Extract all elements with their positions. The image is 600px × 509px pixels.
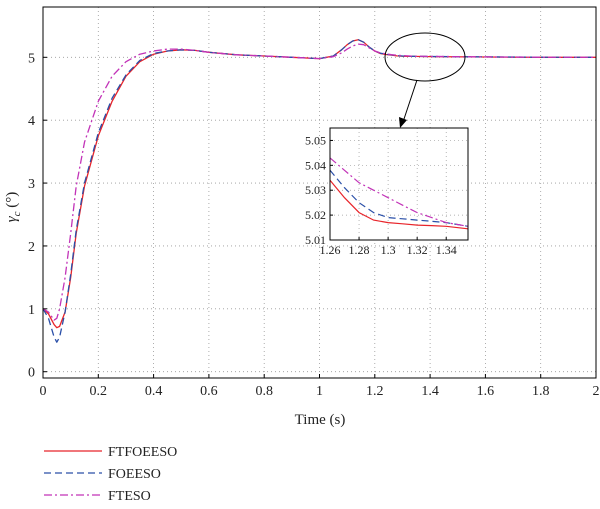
inset-series — [329, 157, 469, 230]
inset-series-line-fteso — [329, 157, 469, 227]
inset-background — [330, 128, 468, 240]
inset-y-tick-label: 5.05 — [305, 133, 326, 147]
inset-series-line-ftfoeeso — [329, 179, 469, 230]
x-tick-label: 0.2 — [90, 384, 108, 399]
inset-y-tick-label: 5.04 — [305, 158, 326, 172]
inset-y-tick-label: 5.03 — [305, 183, 326, 197]
zoom-arrow — [402, 79, 418, 123]
x-tick-label: 1.6 — [477, 384, 495, 399]
y-tick-label: 0 — [28, 366, 35, 381]
inset-x-tick-label: 1.32 — [407, 243, 428, 257]
legend-label-fteso: FTESO — [108, 489, 151, 504]
zoom-arrowhead — [399, 117, 407, 128]
legend-label-ftfoeeso: FTFOEESO — [108, 445, 177, 460]
inset-x-tick-label: 1.3 — [381, 243, 396, 257]
inset-x-tick-label: 1.34 — [436, 243, 457, 257]
x-tick-label: 1.8 — [532, 384, 550, 399]
inset-x-tick-label: 1.28 — [349, 243, 370, 257]
legend: FTFOEESO FOEESO FTESO — [44, 445, 177, 504]
x-tick-label: 0.4 — [145, 384, 163, 399]
zoom-region-ellipse — [384, 32, 466, 82]
inset-y-tick-label: 5.02 — [305, 208, 326, 222]
x-tick-label: 0.8 — [255, 384, 273, 399]
x-tick-label: 0 — [40, 384, 47, 399]
inset-axis-ticks: 1.26 1.28 1.3 1.32 1.34 5.01 5.02 5.03 5.04 5.05 — [305, 133, 457, 257]
x-axis-label: Time (s) — [295, 412, 346, 428]
y-tick-label: 2 — [28, 240, 35, 255]
y-tick-label: 5 — [28, 51, 35, 66]
inset-frame — [329, 127, 469, 241]
main-series — [42, 39, 597, 343]
y-tick-label: 4 — [28, 114, 35, 129]
x-tick-label: 1.4 — [421, 384, 439, 399]
x-tick-label: 1 — [316, 384, 323, 399]
x-tick-label: 1.2 — [366, 384, 384, 399]
y-axis-label: γc (°) — [4, 192, 23, 223]
legend-label-foeeso: FOEESO — [108, 467, 161, 482]
series-line-foeeso — [42, 39, 597, 343]
series-line-fteso — [42, 43, 597, 321]
x-tick-label: 2 — [593, 384, 600, 399]
inset-y-tick-label: 5.01 — [305, 233, 326, 247]
inset-series-line-foeeso — [329, 169, 469, 227]
y-tick-label: 3 — [28, 177, 35, 192]
x-tick-label: 0.6 — [200, 384, 218, 399]
inset-x-tick-label: 1.26 — [320, 243, 341, 257]
axis-ticks: 0 0.2 0.4 0.6 0.8 1 1.2 1.4 1.6 1.8 2 0 1 2 3 4 5 — [28, 51, 600, 399]
y-tick-label: 1 — [28, 303, 35, 318]
